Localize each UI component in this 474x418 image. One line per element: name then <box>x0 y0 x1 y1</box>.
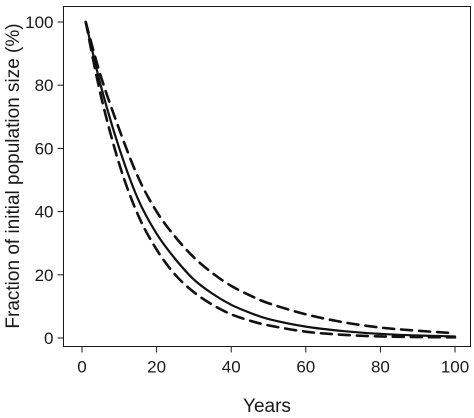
y-tick-label-5: 100 <box>25 13 53 32</box>
x-tick-label-3: 60 <box>296 358 315 377</box>
plot-frame <box>63 6 471 347</box>
series-line-0-solid <box>84 20 457 338</box>
y-tick-label-2: 40 <box>35 203 54 222</box>
x-tick-label-0: 0 <box>77 358 86 377</box>
y-tick-label-0: 0 <box>44 329 53 348</box>
y-tick-label-1: 20 <box>35 266 54 285</box>
tick-labels: 0 20 40 60 80 100 0 20 40 60 80 100 <box>25 13 469 377</box>
y-tick-label-4: 80 <box>35 76 54 95</box>
y-axis-label: Fraction of initial population size (%) <box>3 23 24 328</box>
x-tick-label-4: 80 <box>371 358 390 377</box>
series <box>84 20 457 339</box>
x-axis-label: Years <box>243 396 291 417</box>
x-tick-label-1: 20 <box>147 358 166 377</box>
x-tick-label-2: 40 <box>222 358 241 377</box>
y-tick-label-3: 60 <box>35 139 54 158</box>
series-line-2-dashed <box>84 20 457 339</box>
x-tick-label-5: 100 <box>441 358 469 377</box>
ticks <box>57 21 456 353</box>
series-line-1-dashed <box>84 20 457 335</box>
